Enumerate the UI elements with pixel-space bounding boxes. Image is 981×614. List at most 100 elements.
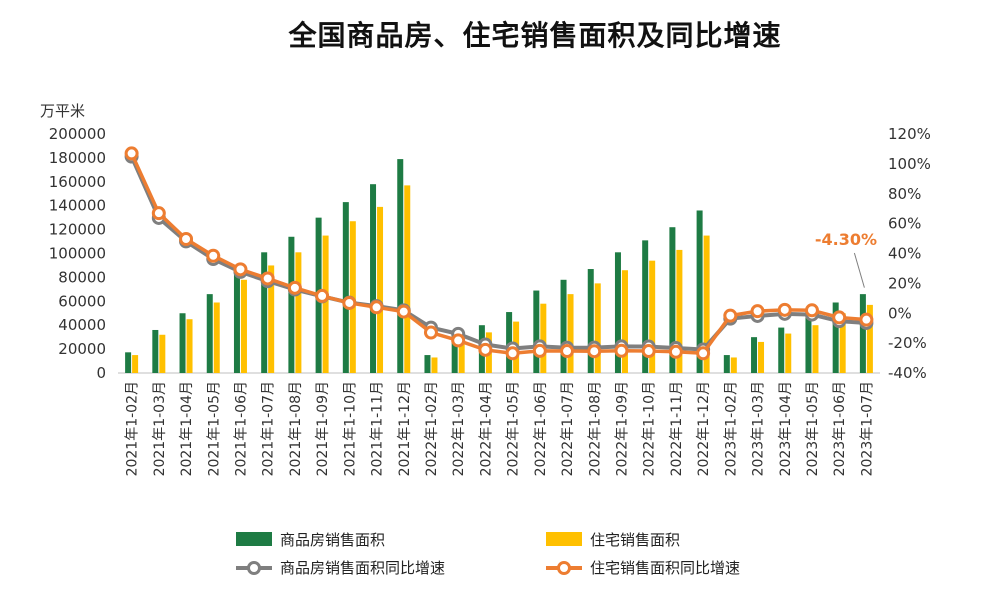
y-left-tick-label: 80000 xyxy=(58,268,106,286)
bar-residential xyxy=(703,235,710,373)
x-tick-label: 2023年1-07月 xyxy=(859,381,875,476)
y-left-tick-label: 180000 xyxy=(49,149,106,167)
bar-residential xyxy=(594,283,601,373)
y-right-tick-label: 0% xyxy=(888,304,912,322)
legend-marker xyxy=(557,561,571,575)
point-residential-growth xyxy=(532,343,547,358)
x-tick-label: 2023年1-03月 xyxy=(751,381,767,476)
axes-group: 万平米 0 20000 40000 60000 80000 100000 120000 1400… xyxy=(40,102,931,382)
x-tick-label: 2022年1-05月 xyxy=(506,381,522,476)
bar-residential xyxy=(295,252,302,373)
bar-commercial xyxy=(152,329,159,373)
bar-commercial xyxy=(342,202,349,373)
bar-residential xyxy=(431,357,438,373)
point-residential-growth xyxy=(315,288,330,303)
lines-group xyxy=(124,146,874,361)
bar-residential xyxy=(186,319,193,373)
y-left-tick-label: 0 xyxy=(96,364,106,382)
y-left-tick-label: 20000 xyxy=(58,340,106,358)
y-left-unit-label: 万平米 xyxy=(40,102,85,120)
point-residential-growth xyxy=(696,346,711,361)
x-tick-label: 2021年1-08月 xyxy=(288,381,304,476)
x-tick-label: 2022年1-04月 xyxy=(478,381,494,476)
point-residential-growth xyxy=(151,206,166,221)
point-residential-growth xyxy=(478,342,493,357)
bar-commercial xyxy=(642,240,649,373)
bar-commercial xyxy=(696,210,703,373)
annotation-label: -4.30% xyxy=(815,230,877,249)
bar-residential xyxy=(758,341,765,373)
y-left-tick-label: 60000 xyxy=(58,292,106,310)
bar-residential xyxy=(268,265,275,373)
bar-commercial xyxy=(424,355,431,373)
bar-commercial xyxy=(614,252,621,373)
point-residential-growth xyxy=(287,280,302,295)
bar-residential xyxy=(322,235,329,373)
point-residential-growth xyxy=(451,333,466,348)
bar-commercial xyxy=(125,352,132,373)
bar-residential xyxy=(404,185,411,373)
bar-commercial xyxy=(288,236,295,373)
bar-residential xyxy=(458,341,465,373)
point-residential-growth xyxy=(668,344,683,359)
x-tick-label: 2022年1-12月 xyxy=(696,381,712,476)
point-residential-growth xyxy=(723,308,738,323)
legend-swatch xyxy=(546,532,582,546)
y-right-tick-label: 100% xyxy=(888,155,931,173)
legend-marker xyxy=(247,561,261,575)
bar-commercial xyxy=(723,355,730,373)
point-residential-growth xyxy=(233,262,248,277)
bar-residential xyxy=(649,260,656,373)
line-commercial-growth xyxy=(129,155,867,352)
y-left-tick-label: 120000 xyxy=(49,221,106,239)
legend-swatch xyxy=(236,532,272,546)
annotation-group: -4.30% xyxy=(815,230,877,288)
bar-commercial xyxy=(560,279,567,373)
bar-commercial xyxy=(397,159,404,373)
bar-commercial xyxy=(370,184,377,373)
x-tick-label: 2021年1-11月 xyxy=(370,381,386,476)
x-tick-label: 2022年1-09月 xyxy=(614,381,630,476)
x-tick-label: 2022年1-08月 xyxy=(587,381,603,476)
bar-residential xyxy=(785,333,792,373)
bars-group xyxy=(125,159,873,373)
x-tick-label: 2023年1-06月 xyxy=(832,381,848,476)
point-residential-growth xyxy=(560,344,575,359)
bar-commercial xyxy=(669,227,676,373)
y-right-tick-label: -40% xyxy=(888,364,927,382)
legend-label: 商品房销售面积同比增速 xyxy=(280,559,445,577)
legend-label: 商品房销售面积 xyxy=(280,531,385,549)
x-tick-label: 2022年1-07月 xyxy=(560,381,576,476)
legend-label: 住宅销售面积 xyxy=(590,531,680,549)
x-tick-label: 2021年1-02月 xyxy=(125,381,141,476)
x-tick-label: 2021年1-04月 xyxy=(179,381,195,476)
point-residential-growth xyxy=(423,325,438,340)
x-tick-label: 2021年1-03月 xyxy=(152,381,168,476)
point-residential-growth xyxy=(614,343,629,358)
x-tick-label: 2022年1-10月 xyxy=(642,381,658,476)
point-residential-growth xyxy=(859,312,874,327)
x-tick-label: 2021年1-09月 xyxy=(315,381,331,476)
point-residential-growth xyxy=(641,344,656,359)
bar-residential xyxy=(240,279,247,373)
bar-residential xyxy=(839,313,846,373)
bar-residential xyxy=(730,357,737,373)
x-tick-label: 2023年1-02月 xyxy=(723,381,739,476)
y-left-tick-label: 40000 xyxy=(58,316,106,334)
x-tick-labels: 2021年1-02月 2021年1-03月 2021年1-04月 2021年1-05月… xyxy=(125,381,876,476)
bar-commercial xyxy=(533,290,540,373)
x-tick-label: 2021年1-07月 xyxy=(261,381,277,476)
point-residential-growth xyxy=(750,304,765,319)
x-tick-label: 2021年1-05月 xyxy=(206,381,222,476)
bar-commercial xyxy=(206,294,213,373)
bar-commercial xyxy=(587,269,594,373)
y-right-tick-label: 20% xyxy=(888,274,921,292)
legend-label: 住宅销售面积同比增速 xyxy=(590,559,740,577)
x-tick-label: 2023年1-04月 xyxy=(778,381,794,476)
point-residential-growth xyxy=(396,304,411,319)
point-residential-growth xyxy=(369,300,384,315)
x-tick-label: 2022年1-06月 xyxy=(533,381,549,476)
annotation-leader-line xyxy=(853,252,865,288)
